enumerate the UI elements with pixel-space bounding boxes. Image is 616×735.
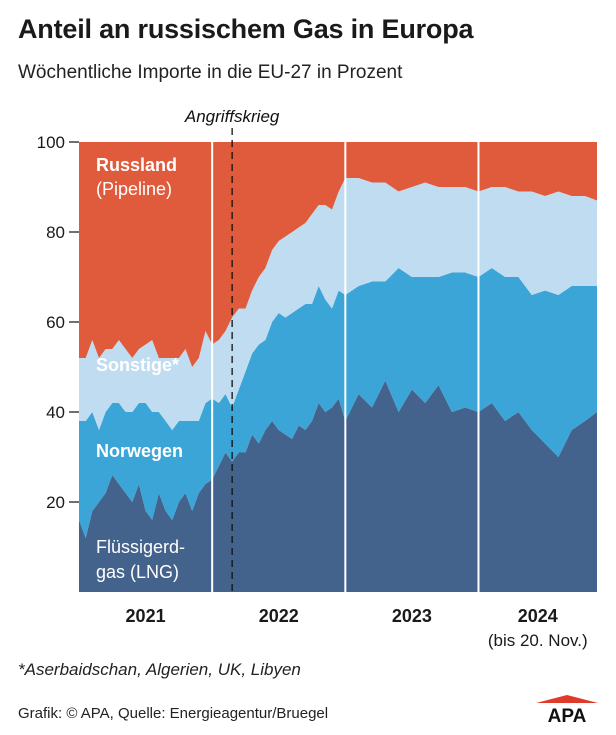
norwegen-area (79, 268, 597, 538)
apa-logo: APA (536, 695, 598, 724)
series-label: Norwegen (96, 441, 183, 461)
y-tick-label: 80 (46, 223, 65, 242)
apa-logo-roof (536, 695, 598, 703)
source-credit: Grafik: © APA, Quelle: Energieagentur/Br… (18, 705, 329, 722)
series-label-line2: (Pipeline) (96, 179, 172, 199)
sonstige-area (79, 178, 597, 430)
y-tick-label: 40 (46, 403, 65, 422)
series-label: Flüssigerd- (96, 537, 185, 557)
x-tick-label: 2023 (392, 606, 432, 626)
apa-logo-text: APA (548, 706, 587, 724)
x-tick-label: 2024 (518, 606, 558, 626)
y-tick-label: 100 (37, 133, 65, 152)
lng-area (79, 380, 597, 592)
x-label-note: (bis 20. Nov.) (488, 631, 588, 650)
series-label: Russland (96, 155, 177, 175)
stacked-area-chart: Angriffskrieg 20 40 60 80 100 2021 2022 2023 2024… (37, 107, 597, 650)
russland-area (79, 142, 597, 367)
chart-subtitle: Wöchentliche Importe in die EU-27 in Pro… (18, 62, 403, 83)
series-label: Sonstige* (96, 355, 179, 375)
chart-title: Anteil an russischem Gas in Europa (18, 14, 474, 44)
y-tick-label: 60 (46, 313, 65, 332)
x-tick-label: 2022 (259, 606, 299, 626)
y-tick-label: 20 (46, 493, 65, 512)
series-label-line2: gas (LNG) (96, 562, 179, 582)
event-annotation: Angriffskrieg (184, 107, 280, 126)
x-tick-label: 2021 (126, 606, 166, 626)
footnote: *Aserbaidschan, Algerien, UK, Libyen (18, 660, 301, 679)
